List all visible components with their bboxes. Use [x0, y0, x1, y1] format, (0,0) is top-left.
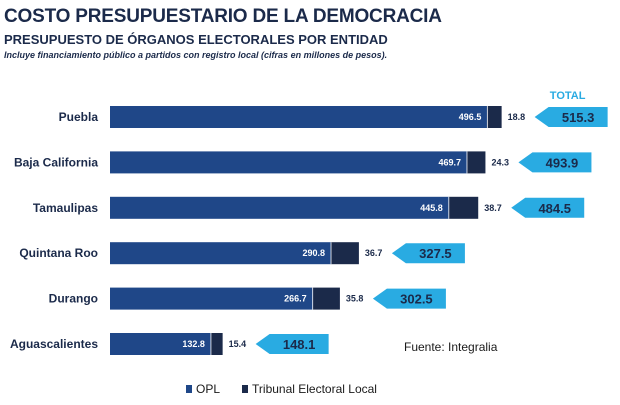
chart-source: Fuente: Integralia: [404, 340, 498, 354]
total-value: 515.3: [562, 110, 595, 125]
legend-label-opl: OPL: [196, 382, 221, 396]
value-label-opl: 132.8: [182, 339, 205, 349]
value-label-tribunal: 24.3: [491, 157, 509, 167]
total-tag: [372, 288, 446, 309]
bar-opl: [110, 106, 488, 128]
value-label-tribunal: 35.8: [346, 294, 364, 304]
bar-opl: [110, 151, 467, 174]
category-label: Quintana Roo: [19, 246, 98, 260]
legend-item-opl: OPL: [186, 382, 220, 396]
legend-swatch-tribunal: [242, 385, 249, 393]
category-label: Aguascalientes: [10, 337, 98, 351]
bar-opl: [110, 333, 211, 355]
total-header: TOTAL: [550, 90, 586, 102]
value-label-tribunal: 18.8: [508, 112, 526, 122]
legend-item-tribunal: Tribunal Electoral Local: [242, 382, 377, 396]
total-tag: [391, 243, 465, 264]
value-label-opl: 445.8: [420, 203, 443, 213]
chart-title: COSTO PRESUPUESTARIO DE LA DEMOCRACIA: [4, 6, 442, 27]
total-tag: [511, 197, 585, 218]
bar-tribunal: [331, 242, 359, 265]
total-tag: [534, 107, 608, 127]
total-tag: [255, 334, 329, 354]
bar-tribunal: [466, 151, 486, 174]
category-label: Durango: [49, 292, 98, 306]
chart-note: Incluye financiamiento público a partido…: [4, 50, 388, 60]
value-label-opl: 266.7: [284, 294, 307, 304]
total-value: 327.5: [419, 246, 452, 261]
total-value: 493.9: [546, 155, 579, 170]
value-label-opl: 469.7: [438, 157, 461, 167]
total-value: 302.5: [400, 292, 433, 307]
legend-label-tribunal: Tribunal Electoral Local: [252, 382, 377, 396]
bar-opl: [110, 287, 313, 310]
value-label-tribunal: 15.4: [229, 339, 247, 349]
chart-subtitle: PRESUPUESTO DE ÓRGANOS ELECTORALES POR E…: [4, 32, 388, 47]
value-label-tribunal: 38.7: [484, 203, 502, 213]
bar-tribunal: [312, 287, 340, 310]
legend-swatch-opl: [186, 385, 192, 393]
bar-tribunal: [487, 106, 502, 128]
bar-tribunal: [448, 196, 479, 219]
total-tag: [518, 152, 592, 173]
category-label: Baja California: [14, 155, 98, 169]
bar-opl: [110, 196, 449, 219]
value-label-opl: 290.8: [302, 248, 325, 258]
bar-tribunal: [210, 333, 223, 355]
total-value: 484.5: [538, 201, 571, 216]
bar-opl: [110, 242, 332, 265]
bar-chart: TOTAL Puebla 496.5 18.8 515.3 Baja California…: [10, 90, 608, 355]
category-label: Puebla: [59, 110, 99, 124]
value-label-opl: 496.5: [459, 112, 482, 122]
category-label: Tamaulipas: [33, 201, 98, 215]
value-label-tribunal: 36.7: [365, 248, 383, 258]
total-value: 148.1: [283, 337, 316, 352]
chart-legend: OPL Tribunal Electoral Local: [186, 382, 377, 396]
